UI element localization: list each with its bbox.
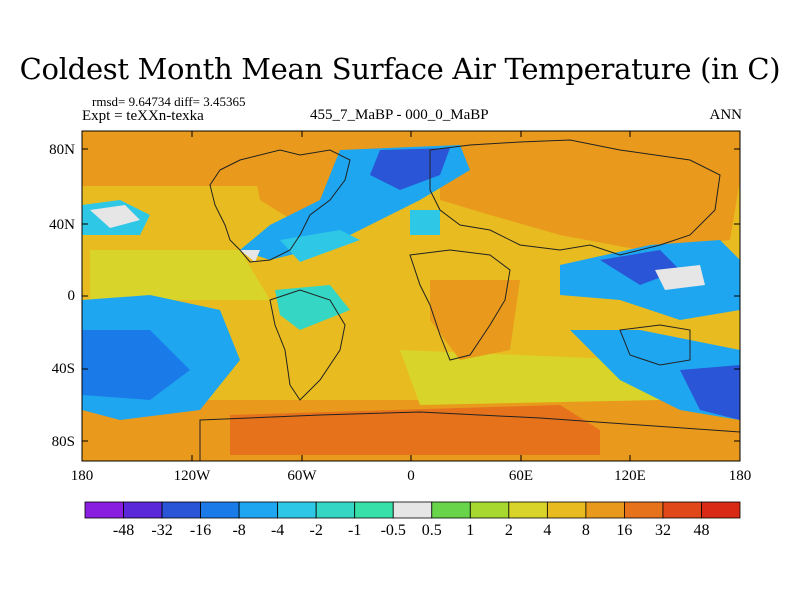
coast-australia: [619, 324, 691, 366]
colorbar-label: 2: [505, 522, 513, 539]
y-tick-label: 0: [68, 288, 76, 304]
x-tick-label: 180: [71, 468, 94, 484]
colorbar-label: 4: [543, 522, 551, 539]
colorbar-label: -8: [232, 522, 245, 539]
colorbar-label: 0.5: [422, 522, 442, 539]
x-tick-label: 120W: [174, 468, 212, 484]
colorbar-boxes: [84, 501, 741, 519]
colorbar-swatch: [469, 501, 510, 519]
coast-antarctica: [199, 411, 740, 461]
field-gulf: [280, 230, 360, 262]
coast-south-america: [269, 289, 346, 401]
colorbar-swatch: [546, 501, 587, 519]
colorbar-swatch: [431, 501, 471, 519]
colorbar-swatch: [238, 501, 279, 519]
colorbar-label: -1: [348, 522, 361, 539]
y-tick-label: 80N: [49, 142, 75, 158]
colorbar-swatch: [84, 501, 124, 519]
x-tick-label: 60E: [509, 468, 533, 484]
colorbar-labels: -48 -32 -16 -8 -4 -2 -1 -0.5 0.5 1 2 4 8 16 32 48: [113, 522, 710, 539]
colorbar-label: -4: [271, 522, 284, 539]
field-white-gulf: [240, 250, 260, 262]
axis-ticks: [81, 131, 741, 461]
field-antarctic-warm: [230, 405, 600, 455]
colorbar-swatch: [585, 501, 625, 519]
colorbar-swatch: [662, 501, 702, 519]
x-tick-label: 60W: [287, 468, 317, 484]
field-cold-southeast-core: [680, 365, 740, 420]
field-white-north-pacific: [90, 205, 140, 228]
colorbar-swatch: [123, 501, 163, 519]
colorbar-label: -32: [151, 522, 172, 539]
colorbar-swatch: [161, 501, 201, 519]
colorbar-label: -2: [310, 522, 323, 539]
field-africa: [430, 280, 520, 360]
colorbar-label: -16: [190, 522, 211, 539]
coast-africa: [409, 249, 511, 361]
season-label: ANN: [709, 107, 743, 123]
colorbar-swatch: [392, 501, 433, 519]
field-cold-south-pacific-core: [82, 330, 190, 400]
field-mediterranean: [410, 210, 440, 235]
stats-text: rmsd= 9.64734 diff= 3.45365: [92, 94, 246, 109]
colorbar-swatch: [701, 501, 741, 519]
x-tick-label: 180: [729, 468, 752, 484]
coast-north-america: [209, 149, 351, 263]
field-caribbean: [275, 285, 350, 330]
experiment-label: Expt = teXXn-texka: [82, 108, 204, 124]
colorbar-swatch: [624, 501, 664, 519]
field-white-east: [655, 265, 705, 290]
subtitle: 455_7_MaBP - 000_0_MaBP: [310, 107, 489, 123]
colorbar-label: 1: [466, 522, 474, 539]
colorbar-label: -48: [113, 522, 134, 539]
map-field: [82, 131, 740, 461]
coastlines: [199, 139, 740, 461]
colorbar-label: 16: [616, 522, 632, 539]
coast-eurasia: [429, 139, 721, 256]
colorbar-label: 32: [655, 522, 671, 539]
y-tick-label: 80S: [52, 434, 75, 450]
field-south-ocean: [400, 350, 660, 405]
map-title: Coldest Month Mean Surface Air Temperatu…: [19, 52, 781, 86]
colorbar-swatch: [354, 501, 394, 519]
x-tick-label: 120E: [614, 468, 646, 484]
field-eurasia: [440, 140, 740, 250]
field-pacific-yellow: [90, 250, 270, 300]
colorbar-swatch: [315, 501, 356, 519]
colorbar-swatch: [200, 501, 240, 519]
colorbar-swatch: [508, 501, 548, 519]
y-tick-label: 40N: [49, 217, 75, 233]
colorbar-label: 48: [693, 522, 709, 539]
colorbar-label: 8: [582, 522, 590, 539]
colorbar-label: -0.5: [381, 522, 406, 539]
x-tick-label: 0: [407, 468, 415, 484]
y-tick-label: 40S: [52, 361, 75, 377]
colorbar-swatch: [277, 501, 317, 519]
